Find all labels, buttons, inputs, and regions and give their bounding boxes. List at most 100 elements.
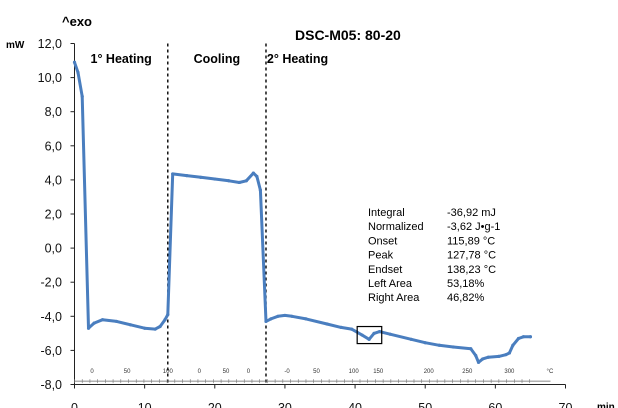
result-label: Peak: [368, 250, 394, 262]
data-point: [372, 331, 376, 335]
x-tick-label: 50: [418, 401, 432, 408]
data-point: [451, 345, 455, 349]
temperature-tick-label: 0: [198, 369, 202, 375]
data-point: [92, 321, 96, 325]
temperature-tick-label: 200: [424, 369, 435, 375]
result-value: 138,23 °C: [447, 264, 496, 276]
data-point: [481, 357, 485, 361]
data-point: [378, 330, 382, 334]
result-value: 115,89 °C: [447, 235, 495, 247]
segment-label: 2° Heating: [267, 52, 328, 66]
chart-title: DSC-M05: 80-20: [295, 27, 401, 43]
data-point: [269, 317, 273, 321]
plot-area: [72, 60, 533, 364]
data-point: [504, 353, 508, 357]
result-value: 127,78 °C: [447, 250, 496, 262]
temperature-tick-label: 100: [163, 369, 174, 375]
results-table: Integral -36,92 mJ Normalized -3,62 J•g-1 On…: [368, 207, 500, 304]
result-label: Normalized: [368, 221, 424, 233]
temperature-tick-label: 0: [90, 369, 94, 375]
data-point: [521, 335, 526, 339]
y-tick-label: -2,0: [40, 276, 62, 290]
segment-label: Cooling: [194, 52, 241, 66]
data-point: [251, 171, 255, 175]
temperature-tick-label: 50: [124, 369, 131, 375]
x-axis-unit: min: [597, 402, 615, 408]
temperature-tick-label: -0: [284, 369, 290, 375]
data-point: [476, 360, 481, 364]
data-point: [290, 314, 294, 318]
y-tick-label: -4,0: [40, 310, 62, 324]
data-point: [516, 336, 521, 341]
data-point: [437, 343, 441, 347]
temperature-tick-label: 0: [247, 369, 251, 375]
data-point: [283, 313, 287, 318]
data-point: [325, 322, 329, 326]
data-point: [143, 326, 147, 330]
result-label: Right Area: [368, 292, 420, 304]
result-label: Integral: [368, 207, 405, 219]
data-point: [276, 314, 280, 318]
y-tick-label: 4,0: [45, 173, 62, 187]
x-tick-label: 0: [71, 401, 78, 408]
data-point: [166, 312, 170, 317]
temperature-tick-label: 100: [349, 369, 360, 375]
data-point: [511, 343, 515, 347]
segment-label: 1° Heating: [91, 52, 152, 66]
y-tick-label: 8,0: [45, 105, 62, 119]
x-tick-label: 20: [208, 401, 222, 408]
data-point: [423, 341, 427, 345]
x-tick-label: 60: [488, 401, 502, 408]
data-point: [237, 180, 241, 185]
data-point: [255, 174, 259, 179]
data-point: [409, 337, 413, 341]
y-tick-label: 12,0: [38, 37, 62, 51]
data-point: [258, 188, 262, 192]
data-point: [528, 335, 533, 339]
data-point: [227, 179, 231, 183]
data-point: [507, 351, 511, 355]
data-point: [185, 174, 189, 178]
result-label: Onset: [368, 235, 397, 247]
data-point: [100, 318, 105, 322]
temperature-tick-label: 300: [504, 369, 515, 375]
data-point: [171, 172, 175, 176]
data-point: [469, 347, 473, 351]
data-point: [360, 333, 364, 337]
data-point: [163, 318, 167, 322]
data-point: [72, 60, 77, 64]
y-tick-label: 10,0: [38, 71, 62, 85]
result-value: 53,18%: [447, 278, 485, 290]
x-tick-label: 70: [559, 401, 573, 408]
exo-direction-label: ^exo: [62, 14, 92, 29]
data-point: [244, 179, 248, 183]
data-point: [199, 175, 203, 179]
data-point: [304, 317, 308, 321]
data-point: [86, 326, 91, 330]
data-point: [129, 323, 133, 327]
temperature-tick-label: 250: [462, 369, 473, 375]
result-label: Left Area: [368, 278, 413, 290]
y-tick-label: 2,0: [45, 208, 62, 222]
data-point: [474, 353, 478, 358]
temperature-tick-label: 150: [373, 369, 384, 375]
data-point: [486, 355, 490, 359]
axes: 12,0 10,0 8,0 6,0 4,0 2,0 0,0 -2,0 -4,0 -6,0 -8,0 0…: [38, 37, 573, 408]
data-point: [367, 337, 371, 341]
data-point: [349, 327, 354, 331]
y-tick-label: 0,0: [45, 242, 62, 256]
integration-box: [356, 325, 383, 345]
data-point: [213, 177, 217, 181]
segment-markers: 1° Heating Cooling 2° Heating: [91, 43, 328, 385]
data-point: [114, 319, 119, 324]
result-value: -36,92 mJ: [447, 207, 496, 219]
x-tick-label: 30: [278, 401, 292, 408]
x-tick-label: 10: [138, 401, 152, 408]
temperature-tick-label: 50: [313, 369, 320, 375]
result-value: 46,82%: [447, 292, 485, 304]
temperature-axis: 0 50 100 0 50 0 -0 50 100 150 200 250 300 °C: [74, 369, 554, 384]
data-point: [80, 94, 84, 98]
result-value: -3,62 J•g-1: [447, 221, 500, 233]
data-point: [497, 354, 501, 358]
x-tick-label: 40: [348, 401, 362, 408]
